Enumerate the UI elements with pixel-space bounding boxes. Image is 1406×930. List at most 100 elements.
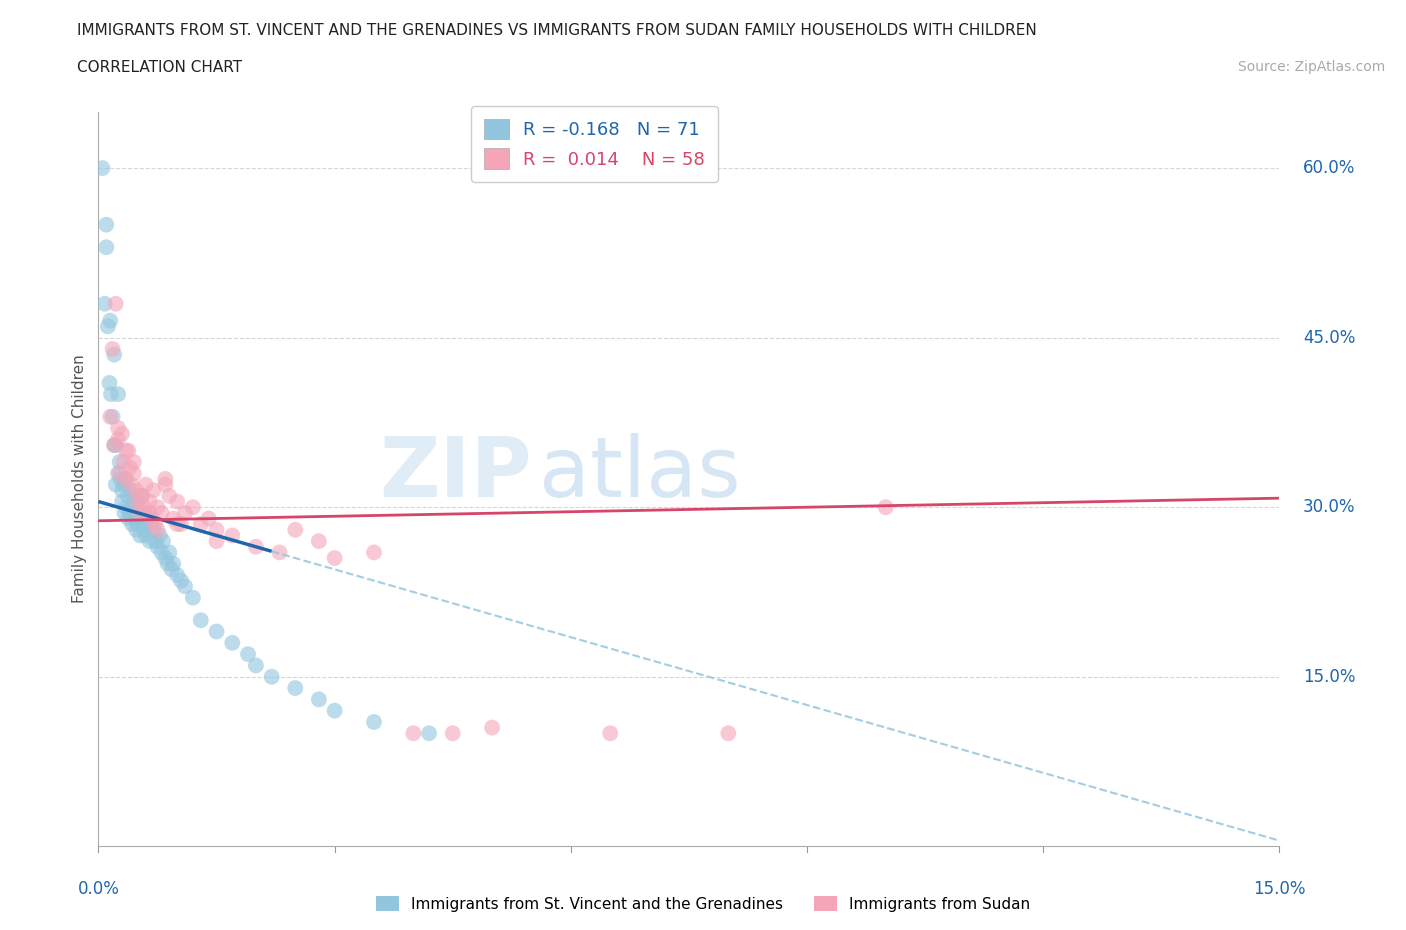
Point bbox=[131, 505, 153, 520]
Point bbox=[125, 483, 148, 498]
Point bbox=[108, 466, 131, 481]
Point bbox=[98, 409, 121, 424]
Point bbox=[160, 562, 183, 577]
Point bbox=[117, 488, 139, 503]
Legend: Immigrants from St. Vincent and the Grenadines, Immigrants from Sudan: Immigrants from St. Vincent and the Gren… bbox=[370, 889, 1036, 918]
Point bbox=[363, 545, 385, 560]
Point bbox=[284, 681, 307, 696]
Point bbox=[197, 512, 219, 526]
Point bbox=[117, 512, 139, 526]
Point bbox=[136, 512, 159, 526]
Y-axis label: Family Households with Children: Family Households with Children bbox=[72, 354, 87, 604]
Point bbox=[107, 387, 129, 402]
Point bbox=[127, 517, 149, 532]
Point bbox=[115, 472, 138, 486]
Point bbox=[162, 556, 184, 571]
Point bbox=[129, 528, 152, 543]
Point bbox=[104, 297, 127, 312]
Point bbox=[181, 591, 204, 605]
Text: 45.0%: 45.0% bbox=[1303, 328, 1355, 347]
Point bbox=[101, 409, 124, 424]
Text: atlas: atlas bbox=[540, 432, 741, 513]
Point bbox=[166, 567, 188, 582]
Point bbox=[245, 539, 267, 554]
Point bbox=[138, 534, 160, 549]
Point bbox=[111, 426, 134, 441]
Text: CORRELATION CHART: CORRELATION CHART bbox=[77, 60, 242, 75]
Point bbox=[117, 444, 139, 458]
Point bbox=[205, 534, 228, 549]
Point bbox=[174, 578, 197, 593]
Point bbox=[170, 573, 193, 588]
Point bbox=[104, 438, 127, 453]
Text: 15.0%: 15.0% bbox=[1303, 668, 1355, 685]
Point bbox=[245, 658, 267, 673]
Point bbox=[717, 725, 740, 740]
Point bbox=[122, 512, 145, 526]
Point bbox=[284, 523, 307, 538]
Point bbox=[104, 477, 127, 492]
Point bbox=[131, 488, 153, 503]
Point bbox=[108, 455, 131, 470]
Text: 30.0%: 30.0% bbox=[1303, 498, 1355, 516]
Point bbox=[107, 466, 129, 481]
Point bbox=[308, 534, 330, 549]
Point bbox=[122, 488, 145, 503]
Point bbox=[112, 477, 135, 492]
Point bbox=[118, 483, 141, 498]
Point bbox=[100, 387, 122, 402]
Point bbox=[98, 313, 121, 328]
Point bbox=[146, 499, 169, 514]
Point bbox=[107, 432, 129, 446]
Point bbox=[599, 725, 621, 740]
Point bbox=[152, 534, 174, 549]
Point bbox=[110, 472, 132, 486]
Point bbox=[402, 725, 425, 740]
Point bbox=[125, 523, 148, 538]
Point bbox=[124, 505, 146, 520]
Point bbox=[146, 539, 169, 554]
Point bbox=[132, 523, 155, 538]
Point bbox=[138, 494, 160, 509]
Point bbox=[112, 505, 135, 520]
Point bbox=[103, 438, 125, 453]
Point bbox=[121, 499, 143, 514]
Point bbox=[875, 499, 897, 514]
Point bbox=[190, 613, 212, 628]
Point bbox=[136, 505, 159, 520]
Point bbox=[103, 347, 125, 362]
Text: 60.0%: 60.0% bbox=[1303, 159, 1355, 177]
Point bbox=[121, 517, 143, 532]
Point bbox=[156, 556, 179, 571]
Point bbox=[118, 460, 141, 475]
Point bbox=[155, 472, 177, 486]
Point bbox=[103, 438, 125, 453]
Point bbox=[221, 635, 243, 650]
Point bbox=[190, 517, 212, 532]
Text: Source: ZipAtlas.com: Source: ZipAtlas.com bbox=[1237, 60, 1385, 74]
Point bbox=[132, 499, 155, 514]
Point bbox=[205, 624, 228, 639]
Point bbox=[155, 477, 177, 492]
Text: IMMIGRANTS FROM ST. VINCENT AND THE GRENADINES VS IMMIGRANTS FROM SUDAN FAMILY H: IMMIGRANTS FROM ST. VINCENT AND THE GREN… bbox=[77, 23, 1038, 38]
Point bbox=[121, 477, 143, 492]
Point bbox=[138, 505, 160, 520]
Point bbox=[111, 494, 134, 509]
Point bbox=[157, 488, 180, 503]
Point bbox=[122, 455, 145, 470]
Legend: R = -0.168   N = 71, R =  0.014    N = 58: R = -0.168 N = 71, R = 0.014 N = 58 bbox=[471, 106, 718, 182]
Point bbox=[236, 646, 259, 661]
Point bbox=[166, 494, 188, 509]
Point bbox=[107, 420, 129, 435]
Point bbox=[97, 319, 120, 334]
Point bbox=[142, 483, 165, 498]
Point bbox=[131, 488, 153, 503]
Point bbox=[149, 528, 172, 543]
Point bbox=[170, 517, 193, 532]
Point bbox=[323, 703, 346, 718]
Point bbox=[221, 528, 243, 543]
Point bbox=[308, 692, 330, 707]
Point bbox=[363, 714, 385, 729]
Point bbox=[98, 376, 121, 391]
Point bbox=[323, 551, 346, 565]
